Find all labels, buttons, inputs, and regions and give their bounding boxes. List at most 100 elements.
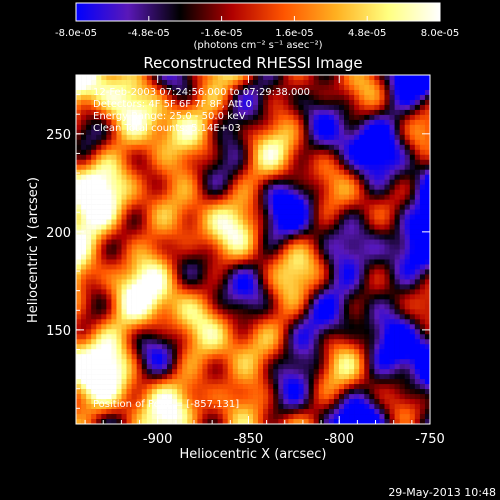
heatmap-cell [247,369,254,375]
heatmap-cell [394,394,400,400]
heatmap-cell [187,134,193,141]
heatmap-cell [131,219,137,225]
heatmap-cell [101,79,107,86]
heatmap-cell [384,119,390,126]
heatmap-cell [242,239,249,245]
heatmap-cell [424,144,430,151]
heatmap-cell [424,399,430,405]
heatmap-cell [111,164,117,171]
heatmap-cell [207,324,213,330]
heatmap-cell [268,229,274,235]
heatmap-cell [177,134,183,141]
heatmap-cell [293,184,299,190]
heatmap-cell [384,124,390,131]
heatmap-cell [182,124,188,131]
heatmap-cell [182,169,188,176]
heatmap-cell [333,284,340,290]
heatmap-cell [404,209,411,215]
heatmap-cell [349,279,355,285]
heatmap-cell [404,259,411,265]
heatmap-cell [263,399,269,405]
heatmap-cell [96,84,102,91]
heatmap-cell [121,304,127,310]
heatmap-cell [237,384,244,390]
heatmap-cell [242,294,249,300]
heatmap-cell [263,234,269,240]
heatmap-cell [303,164,309,171]
heatmap-cell [399,279,406,285]
heatmap-cell [177,419,183,424]
heatmap-cell [258,149,264,156]
heatmap-cell [323,274,330,280]
heatmap-cell [76,124,82,131]
heatmap-cell [359,79,365,86]
heatmap-cell [156,75,163,81]
heatmap-cell [212,204,218,210]
heatmap-cell [313,79,320,86]
heatmap-cell [369,249,375,255]
heatmap-cell [313,109,320,116]
heatmap-cell [217,364,223,370]
heatmap-cell [86,344,92,350]
heatmap-cell [303,259,309,265]
heatmap-cell [136,284,143,290]
heatmap-cell [253,404,259,410]
heatmap-cell [76,84,82,91]
heatmap-cell [268,269,274,275]
heatmap-cell [313,144,320,151]
heatmap-cell [419,209,426,215]
heatmap-cell [172,119,178,126]
heatmap-cell [172,419,178,424]
heatmap-cell [207,409,213,415]
heatmap-cell [394,179,400,185]
heatmap-cell [268,149,274,156]
heatmap-cell [283,349,289,355]
heatmap-cell [394,104,400,111]
heatmap-cell [298,234,304,240]
heatmap-cell [263,269,269,275]
heatmap-cell [369,394,375,400]
heatmap-cell [101,274,107,280]
heatmap-cell [207,134,213,141]
heatmap-cell [86,264,92,270]
heatmap-cell [126,169,132,176]
heatmap-cell [156,344,163,350]
heatmap-cell [91,104,97,111]
heatmap-cell [182,389,188,395]
heatmap-cell [283,284,289,290]
heatmap-cell [151,219,158,225]
heatmap-cell [222,84,229,91]
heatmap-cell [172,364,178,370]
heatmap-cell [141,379,148,385]
heatmap-cell [419,84,426,91]
heatmap-cell [136,174,143,180]
heatmap-cell [121,344,127,350]
heatmap-cell [197,314,203,320]
heatmap-cell [374,384,380,390]
heatmap-cell [404,389,411,395]
heatmap-cell [318,334,325,340]
heatmap-cell [303,129,309,136]
heatmap-cell [283,149,289,156]
heatmap-cell [273,194,279,200]
heatmap-cell [359,139,365,146]
heatmap-cell [141,99,148,106]
heatmap-cell [172,339,178,345]
heatmap-cell [283,139,289,146]
heatmap-cell [182,89,188,96]
heatmap-cell [389,174,395,180]
heatmap-cell [349,289,355,295]
heatmap-cell [116,79,122,86]
heatmap-cell [359,94,365,101]
heatmap-cell [349,389,355,395]
heatmap-cell [146,354,153,360]
heatmap-cell [374,124,380,131]
heatmap-cell [177,374,183,380]
heatmap-cell [177,354,183,360]
heatmap-cell [273,214,279,220]
heatmap-cell [182,154,188,161]
heatmap-cell [212,379,218,385]
heatmap-cell [121,184,127,190]
heatmap-cell [258,379,264,385]
heatmap-cell [313,89,320,96]
